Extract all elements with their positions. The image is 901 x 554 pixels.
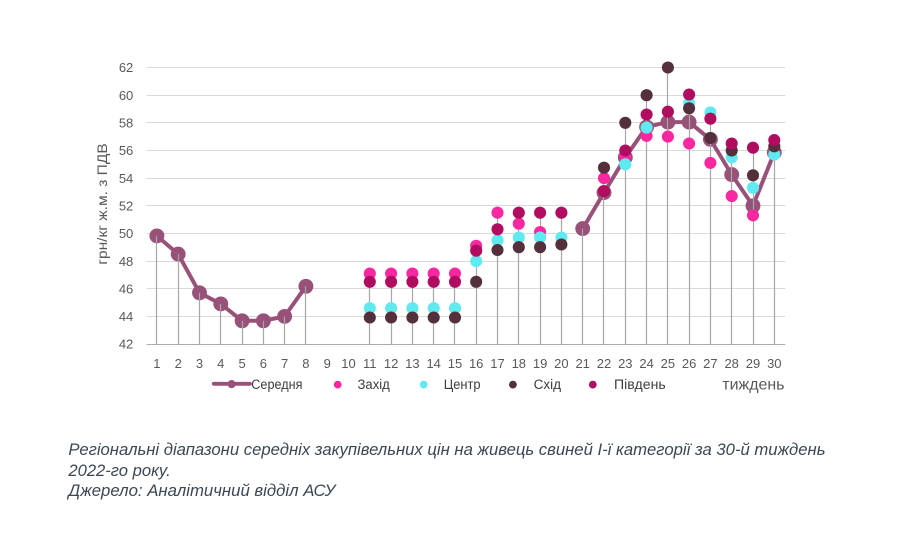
svg-text:тиждень: тиждень [722, 377, 784, 394]
svg-text:Центр: Центр [444, 377, 481, 392]
svg-text:3: 3 [196, 356, 203, 371]
svg-text:грн/кг ж.м. з ПДВ: грн/кг ж.м. з ПДВ [95, 143, 110, 264]
svg-text:10: 10 [341, 356, 355, 371]
svg-text:50: 50 [119, 226, 133, 241]
svg-text:6: 6 [260, 356, 267, 371]
svg-text:23: 23 [618, 356, 632, 371]
svg-text:20: 20 [554, 356, 568, 371]
svg-text:Схід: Схід [534, 377, 562, 392]
svg-text:46: 46 [119, 281, 133, 296]
svg-text:18: 18 [512, 356, 526, 371]
svg-text:42: 42 [119, 337, 133, 352]
svg-text:60: 60 [119, 88, 133, 103]
svg-text:19: 19 [533, 356, 547, 371]
svg-text:22: 22 [597, 356, 611, 371]
svg-text:Середня: Середня [251, 377, 302, 392]
svg-text:21: 21 [575, 356, 589, 371]
svg-text:27: 27 [703, 356, 717, 371]
svg-text:44: 44 [119, 309, 133, 324]
svg-text:2: 2 [175, 356, 182, 371]
svg-text:30: 30 [767, 356, 781, 371]
svg-text:1: 1 [153, 356, 160, 371]
svg-text:26: 26 [682, 356, 696, 371]
svg-text:16: 16 [469, 356, 483, 371]
svg-text:12: 12 [384, 356, 398, 371]
svg-text:28: 28 [724, 356, 738, 371]
svg-text:9: 9 [324, 356, 331, 371]
svg-text:14: 14 [426, 356, 440, 371]
svg-text:Захід: Захід [358, 377, 390, 392]
svg-text:13: 13 [405, 356, 419, 371]
svg-text:Південь: Південь [614, 377, 666, 392]
svg-text:7: 7 [281, 356, 288, 371]
svg-text:48: 48 [119, 254, 133, 269]
svg-text:15: 15 [448, 356, 462, 371]
svg-text:29: 29 [746, 356, 760, 371]
svg-text:5: 5 [238, 356, 245, 371]
svg-text:56: 56 [119, 143, 133, 158]
svg-text:54: 54 [119, 171, 133, 186]
svg-text:58: 58 [119, 116, 133, 131]
svg-text:11: 11 [363, 356, 377, 371]
svg-text:Джерело: Аналітичний відділ АС: Джерело: Аналітичний відділ АСУ [66, 481, 337, 500]
svg-text:25: 25 [661, 356, 675, 371]
svg-text:2022-го року.: 2022-го року. [67, 461, 170, 480]
svg-text:52: 52 [119, 198, 133, 213]
svg-text:8: 8 [302, 356, 309, 371]
svg-text:24: 24 [639, 356, 653, 371]
svg-text:Регіональні діапазони середніх: Регіональні діапазони середніх закупівел… [68, 440, 825, 459]
svg-text:17: 17 [490, 356, 504, 371]
svg-text:62: 62 [119, 60, 133, 75]
svg-text:4: 4 [217, 356, 224, 371]
